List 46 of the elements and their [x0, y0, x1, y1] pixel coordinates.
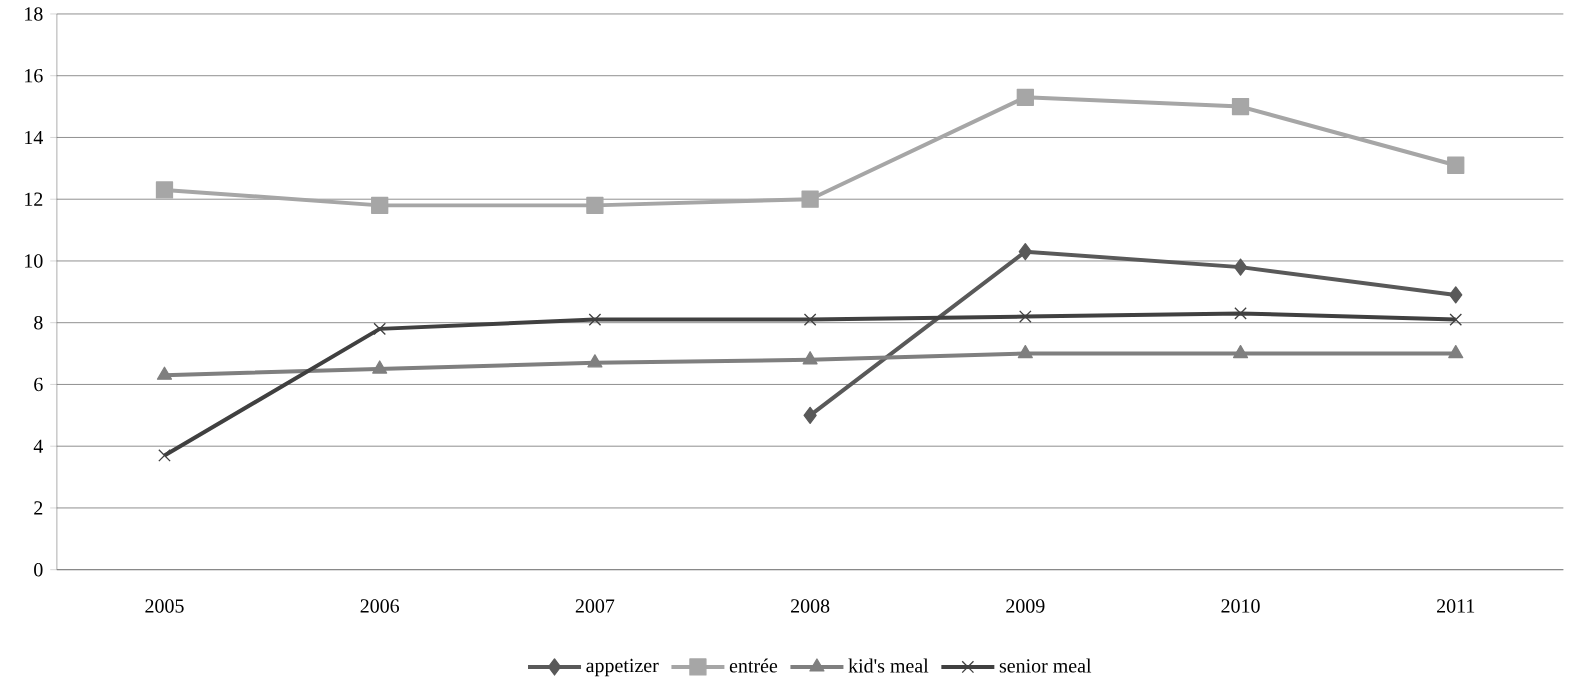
y-tick-label: 10	[25, 254, 43, 268]
point	[586, 196, 604, 214]
y-tick-label: 8	[34, 315, 43, 330]
point	[587, 353, 603, 368]
y-tick-label: 0	[34, 562, 43, 577]
x-tick-label: 2007	[575, 599, 615, 613]
point	[803, 313, 817, 326]
point	[803, 406, 817, 424]
legend-label: appetizer	[586, 658, 659, 677]
point	[1449, 286, 1463, 304]
x-tick-label: 2005	[145, 599, 184, 613]
point	[1449, 313, 1463, 326]
point	[1234, 306, 1247, 320]
y-tick-label: 16	[25, 68, 43, 83]
point	[1017, 344, 1033, 359]
x-tick-label: 2009	[1006, 599, 1045, 613]
point	[1231, 97, 1250, 116]
x-tick-label: 2011	[1437, 599, 1475, 613]
point	[588, 313, 602, 326]
point	[373, 322, 387, 335]
point	[1233, 258, 1248, 276]
point	[158, 448, 171, 462]
y-tick-label: 12	[25, 192, 43, 206]
y-tick-label: 2	[34, 501, 43, 515]
y-tick-label: 14	[25, 130, 43, 144]
point	[1448, 344, 1464, 359]
point	[1018, 242, 1032, 261]
point	[802, 350, 818, 365]
point	[371, 196, 389, 214]
point	[801, 190, 819, 208]
legend-label: senior meal	[999, 658, 1092, 673]
point	[1447, 156, 1465, 174]
x-tick-label: 2010	[1221, 599, 1260, 613]
legend-label: entrée	[729, 658, 778, 673]
y-tick-label: 4	[33, 439, 43, 453]
x-tick-label: 2006	[360, 599, 400, 613]
point	[1016, 88, 1034, 106]
x-tick-label: 2008	[791, 599, 830, 613]
point	[1019, 310, 1032, 323]
legend-label: kid's meal	[848, 658, 929, 673]
point	[156, 366, 173, 380]
y-tick-label: 6	[34, 377, 43, 391]
point	[155, 181, 174, 199]
y-tick-label: 18	[25, 7, 43, 21]
point	[1232, 344, 1249, 359]
point	[372, 360, 388, 374]
